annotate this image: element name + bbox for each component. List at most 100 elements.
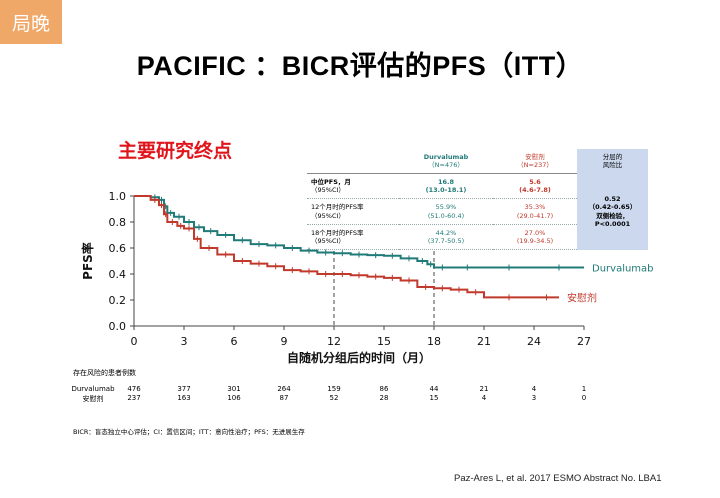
row-title: 12个月时的PFS率 [311,203,364,212]
x-tick-label: 21 [477,335,491,348]
cell-durvalumab: 16.8 (13.0-18.1) [399,173,493,200]
header-hr-line-2: 风险比 [602,161,623,170]
x-tick-label: 27 [577,335,591,348]
risk-count-durvalumab: 301 [227,385,241,393]
x-tick-label: 18 [427,335,441,348]
corner-tag: 局晚 [0,0,62,44]
hr-value: 0.52 [604,195,621,204]
x-tick-label: 9 [281,335,288,348]
citation: Paz-Ares L, et al. 2017 ESMO Abstract No… [454,473,662,484]
risk-count-placebo: 106 [227,394,241,402]
header-durvalumab: Durvalumab （N=476） [399,149,493,175]
risk-count-durvalumab: 44 [429,385,439,393]
y-tick-label: 0.0 [109,320,127,333]
cell-value: 27.0% [524,228,546,237]
series-layer: Durvalumab 安慰剂 [134,194,654,304]
cell-ci: (51.0-60.4) [427,211,465,220]
risk-count-placebo: 3 [531,394,537,402]
cell-ci: (13.0-18.1) [425,186,467,195]
cell-value: 5.6 [529,178,541,187]
row-label: 中位PFS，月 （95%CI） [307,173,399,200]
x-tick-label: 24 [527,335,541,348]
header-placebo: 安慰剂 （N=237） [493,149,577,175]
series-label: Durvalumab [592,264,654,275]
x-tick-label: 12 [327,335,341,348]
y-tick-label: 0.4 [109,268,127,281]
cell-value: 44.2% [435,228,457,237]
table-header-row: Durvalumab （N=476） 安慰剂 （N=237） 分层的 风险比 [307,149,648,175]
series-line-placebo [134,195,559,299]
cell-durvalumab: 44.2% (37.7-50.5) [399,224,493,251]
row-subtitle: （95%CI） [311,211,345,220]
risk-count-placebo: 52 [329,394,339,402]
risk-count-placebo: 4 [481,394,487,402]
y-axis-title: PFS率 [80,242,95,280]
x-axis-title: 自随机分组后的时间（月） [287,350,431,365]
header-durvalumab-name: Durvalumab [423,152,469,161]
row-subtitle: （95%CI） [311,236,345,245]
table-row: 12个月时的PFS率 （95%CI） 55.9% (51.0-60.4) 35.… [307,198,648,225]
cell-placebo: 5.6 (4.6-7.8) [493,173,577,200]
risk-count-placebo: 87 [279,394,289,402]
risk-count-durvalumab: 476 [127,385,141,393]
hr-ci: （0.42-0.65） [588,203,637,212]
risk-count-durvalumab: 4 [531,385,537,393]
header-placebo-n: （N=237） [517,161,553,170]
cell-placebo: 27.0% (19.9-34.5) [493,224,577,251]
risk-count-durvalumab: 21 [479,385,489,393]
cell-value: 55.9% [435,203,457,212]
row-label: 12个月时的PFS率 （95%CI） [307,198,399,225]
risk-count-placebo: 15 [429,394,439,402]
x-tick-label: 15 [377,335,391,348]
row-title: 18个月时的PFS率 [311,228,364,237]
pfs-summary-table: Durvalumab （N=476） 安慰剂 （N=237） 分层的 风险比 中… [307,149,648,251]
cell-ci: (4.6-7.8) [519,186,551,195]
hazard-ratio-cell: 0.52 （0.42-0.65） 双侧检验， P<0.0001 [577,173,648,250]
risk-count-placebo: 0 [581,394,587,402]
x-tick-label: 6 [231,335,238,348]
header-hr-line-1: 分层的 [602,153,623,162]
row-label: 18个月时的PFS率 （95%CI） [307,224,399,251]
cell-ci: (29.0-41.7) [516,211,554,220]
slide-title: PACIFIC ：BICR评估的PFS（ITT） [136,51,584,81]
header-durvalumab-n: （N=476） [428,161,464,170]
header-placebo-name: 安慰剂 [525,152,545,161]
axis-labels: 自随机分组后的时间（月） PFS率 [80,242,431,365]
series-line-durvalumab [134,195,584,269]
row-subtitle: （95%CI） [311,186,345,195]
cell-durvalumab: 55.9% (51.0-60.4) [399,198,493,225]
reference-lines [333,251,435,326]
risk-count-durvalumab: 1 [581,385,587,393]
risk-count-placebo: 237 [127,394,141,402]
risk-count-placebo: 28 [379,394,389,402]
primary-endpoint-label: 主要研究终点 [118,140,233,162]
risk-count-durvalumab: 159 [327,385,341,393]
table-row: 中位PFS，月 （95%CI） 16.8 (13.0-18.1) 5.6 (4.… [307,173,648,250]
hr-p-value: P<0.0001 [594,219,631,228]
y-tick-label: 0.8 [109,216,127,229]
cell-ci: (37.7-50.5) [427,236,465,245]
footnote: BICR：盲态独立中心评估；CI：置信区间；ITT：意向性治疗；PFS：无进展生… [73,428,305,436]
hr-test: 双侧检验， [596,211,629,220]
y-tick-label: 0.2 [109,294,127,307]
risk-label-placebo: 安慰剂 [82,395,104,403]
y-tick-label: 0.6 [109,242,127,255]
risk-count-placebo: 163 [177,394,191,402]
x-tick-label: 0 [131,335,138,348]
risk-table-title: 存在风险的患者例数 [73,369,136,377]
cell-ci: (19.9-34.5) [516,236,554,245]
cell-value: 16.8 [437,178,455,187]
header-hazard-ratio: 分层的 风险比 [577,149,648,174]
header-blank [307,149,399,175]
risk-count-durvalumab: 377 [177,385,191,393]
x-tick-label: 3 [181,335,188,348]
y-tick-label: 1.0 [109,190,127,203]
risk-label-durvalumab: Durvalumab [71,385,115,393]
cell-value: 35.3% [524,203,546,212]
risk-count-durvalumab: 264 [277,385,291,393]
series-label: 安慰剂 [567,291,597,304]
risk-count-durvalumab: 86 [379,385,389,393]
table-row: 18个月时的PFS率 （95%CI） 44.2% (37.7-50.5) 27.… [307,224,648,251]
row-title: 中位PFS，月 [311,178,351,187]
